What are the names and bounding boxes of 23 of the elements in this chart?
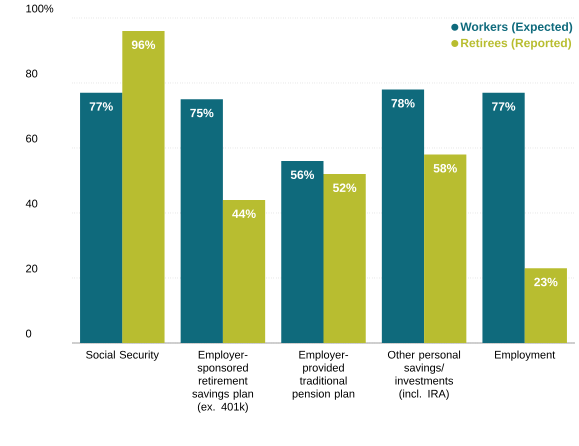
y-tick-label: 40 — [26, 200, 38, 208]
x-tick-label: Social Security — [86, 350, 159, 361]
y-tick-label: 20 — [26, 264, 38, 272]
x-tick-label: Employer-provided traditional pension plan — [292, 350, 354, 400]
y-tick-label: 80 — [26, 70, 38, 78]
data-label: 56% — [290, 170, 314, 180]
legend-label: Workers (Expected) — [460, 22, 572, 34]
data-label: 96% — [132, 40, 156, 50]
data-label: 58% — [434, 164, 457, 173]
data-label: 52% — [332, 184, 356, 192]
legend-label: Retirees (Reported) — [461, 38, 572, 50]
y-tick-label: 0 — [26, 330, 32, 338]
data-label: 23% — [534, 278, 558, 286]
data-label: 77% — [492, 102, 516, 111]
x-tick-label: Employer-sponsored retirement savings plan (ex. 401k) — [192, 350, 254, 413]
y-tick-label: 100% — [26, 4, 54, 12]
data-label: 77% — [90, 102, 113, 111]
data-label: 78% — [391, 99, 415, 108]
data-label: 75% — [190, 108, 214, 118]
x-tick-label: Employment — [495, 350, 556, 361]
data-label: 44% — [232, 210, 256, 218]
x-tick-label: Other personal savings/ investments (incl. IRA) — [388, 350, 460, 400]
y-tick-label: 60 — [26, 134, 38, 142]
